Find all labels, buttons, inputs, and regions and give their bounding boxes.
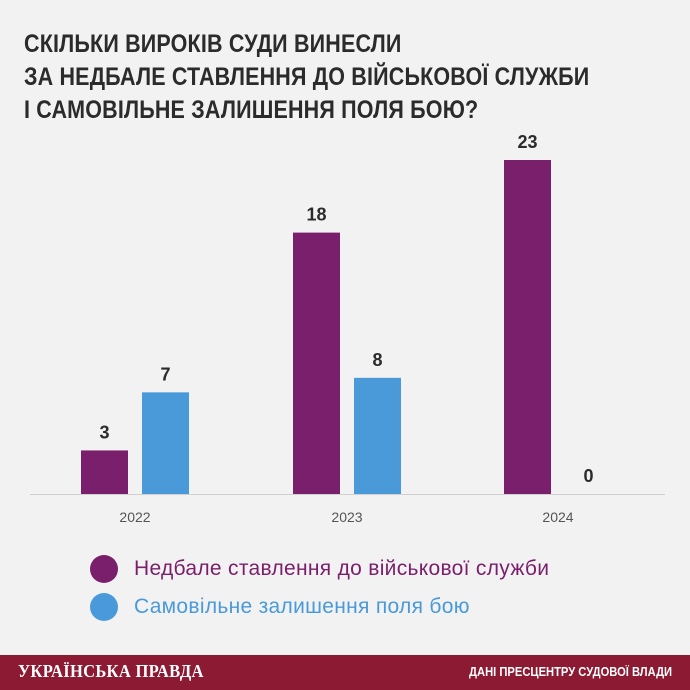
title-line-1: СКІЛЬКИ ВИРОКІВ СУДИ ВИНЕСЛИ [24,30,402,58]
title-line-3: І САМОВІЛЬНЕ ЗАЛИШЕННЯ ПОЛЯ БОЮ? [24,96,479,124]
brand-logo-text: УКРАЇНСЬКА ПРАВДА [18,661,204,681]
bar-2024-series-1 [504,160,551,494]
data-label-2023-series-2: 8 [372,350,382,370]
data-label-2023-series-1: 18 [306,205,326,225]
bar-2022-series-1 [81,450,128,494]
data-label-2022-series-1: 3 [99,422,109,442]
chart-title: СКІЛЬКИ ВИРОКІВ СУДИ ВИНЕСЛИ ЗА НЕДБАЛЕ … [24,28,590,127]
legend: Недбале ставлення до військової служби С… [90,552,549,628]
x-tick-label-2022: 2022 [119,509,150,525]
data-label-2024-series-1: 23 [517,132,537,152]
data-label-2022-series-2: 7 [160,364,170,384]
legend-item-series-2: Самовільне залишення поля бою [90,590,549,624]
legend-item-series-1: Недбале ставлення до військової служби [90,552,549,586]
bar-2022-series-2 [142,392,189,494]
x-tick-label-2023: 2023 [331,509,362,525]
legend-label-series-1: Недбале ставлення до військової служби [134,557,550,580]
legend-label-series-2: Самовільне залишення поля бою [134,595,470,618]
bar-chart: 3 7 2022 18 8 2023 23 0 2024 [30,132,665,525]
data-source: ДАНІ ПРЕСЦЕНТРУ СУДОВОЇ ВЛАДИ [468,664,672,679]
data-label-2024-series-2: 0 [583,466,593,486]
x-tick-label-2024: 2024 [542,509,573,525]
bar-2023-series-2 [354,377,401,494]
legend-swatch-series-2 [90,593,118,621]
footer-bar: УКРАЇНСЬКА ПРАВДА ДАНІ ПРЕСЦЕНТРУ СУДОВО… [0,655,690,690]
legend-swatch-series-1 [90,555,118,583]
bar-2023-series-1 [293,232,340,494]
title-line-2: ЗА НЕДБАЛЕ СТАВЛЕННЯ ДО ВІЙСЬКОВОЇ СЛУЖБ… [24,63,590,91]
